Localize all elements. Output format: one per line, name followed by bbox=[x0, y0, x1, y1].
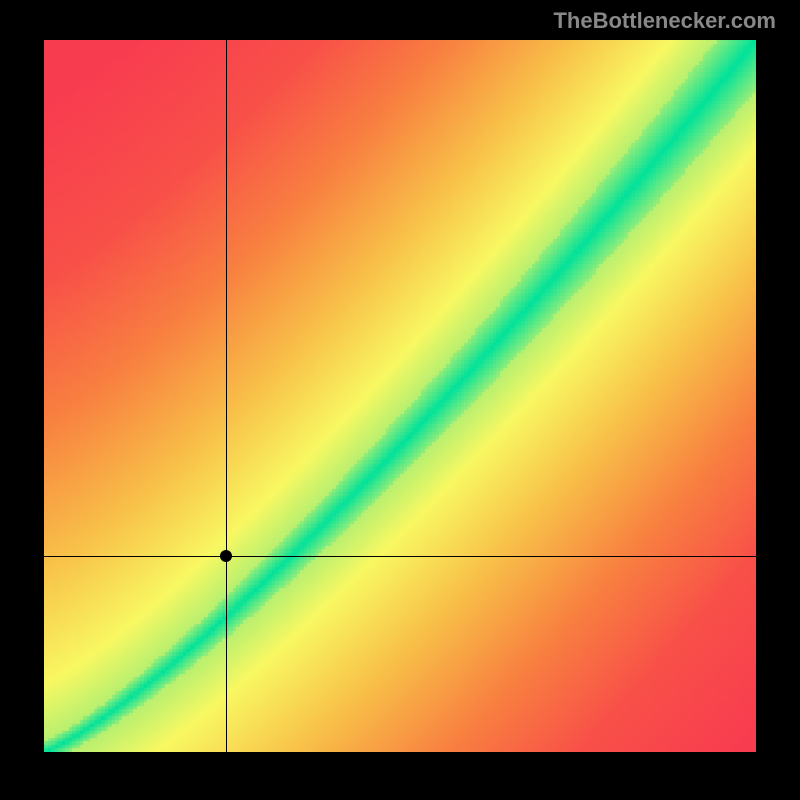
chart-container: TheBottlenecker.com bbox=[0, 0, 800, 800]
heatmap-plot bbox=[44, 40, 756, 752]
crosshair-vertical bbox=[226, 40, 227, 752]
crosshair-horizontal bbox=[44, 556, 756, 557]
crosshair-marker bbox=[220, 550, 232, 562]
heatmap-canvas bbox=[44, 40, 756, 752]
watermark-text: TheBottlenecker.com bbox=[553, 8, 776, 34]
